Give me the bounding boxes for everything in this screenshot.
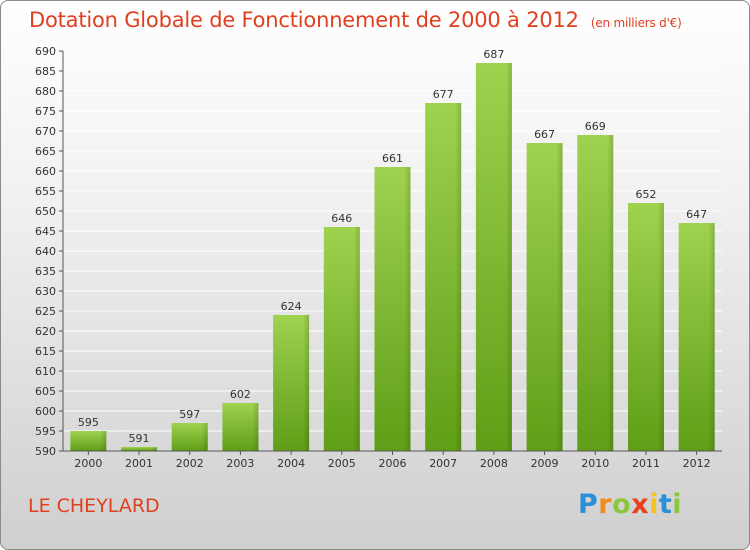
x-tick-label: 2001 — [125, 457, 153, 470]
y-tick-label: 660 — [35, 165, 56, 178]
bar-shade — [151, 447, 158, 451]
data-label: 652 — [635, 188, 656, 201]
bar-shade — [252, 403, 259, 451]
x-axis: 2000 2001 2002 2003 2004 2005 2006 2007 2008 2009… — [63, 450, 722, 470]
x-tick-label: 2007 — [429, 457, 457, 470]
logo-letter: x — [631, 489, 650, 520]
logo-letter: P — [578, 489, 599, 520]
y-tick-label: 625 — [35, 305, 56, 318]
bar-shade — [708, 223, 715, 451]
logo-letter: i — [649, 489, 659, 520]
data-label: 602 — [230, 388, 251, 401]
bars — [70, 63, 715, 451]
logo-letter: t — [658, 489, 673, 520]
x-tick-label: 2010 — [581, 457, 609, 470]
bar-shade — [100, 431, 107, 451]
bar-shade — [201, 423, 208, 451]
y-tick-label: 605 — [35, 385, 56, 398]
bar-shade — [607, 135, 614, 451]
data-label: 647 — [686, 208, 707, 221]
y-tick-label: 630 — [35, 285, 56, 298]
logo-letter: r — [598, 489, 613, 520]
x-tick-label: 2008 — [480, 457, 508, 470]
x-tick-label: 2012 — [683, 457, 711, 470]
proxiti-logo: Proxiti — [578, 489, 682, 520]
data-label: 661 — [382, 152, 403, 165]
y-tick-label: 610 — [35, 365, 56, 378]
bar-shade — [455, 103, 462, 451]
data-labels: 595 591 597 602 624 646 661 677 687 667 669 652 647 — [78, 48, 707, 445]
y-tick-label: 615 — [35, 345, 56, 358]
x-tick-label: 2006 — [379, 457, 407, 470]
bar-shade — [404, 167, 411, 451]
y-tick-label: 680 — [35, 85, 56, 98]
chart-title-text: Dotation Globale de Fonctionnement de 20… — [29, 8, 579, 32]
y-tick-label: 645 — [35, 225, 56, 238]
y-tick-label: 635 — [35, 265, 56, 278]
x-tick-label: 2005 — [328, 457, 356, 470]
y-tick-label: 655 — [35, 185, 56, 198]
bar-shade — [657, 203, 664, 451]
y-tick-label: 595 — [35, 425, 56, 438]
y-tick-label: 650 — [35, 205, 56, 218]
data-label: 595 — [78, 416, 99, 429]
data-label: 646 — [331, 212, 352, 225]
y-tick-label: 640 — [35, 245, 56, 258]
chart-title: Dotation Globale de Fonctionnement de 20… — [29, 8, 682, 32]
x-tick-label: 2011 — [632, 457, 660, 470]
y-tick-label: 665 — [35, 145, 56, 158]
y-tick-label: 620 — [35, 325, 56, 338]
data-label: 677 — [433, 88, 454, 101]
y-tick-label: 690 — [35, 45, 56, 58]
y-tick-label: 590 — [35, 445, 56, 458]
data-label: 687 — [483, 48, 504, 61]
bar-shade — [556, 143, 563, 451]
x-tick-label: 2003 — [226, 457, 254, 470]
data-label: 597 — [179, 408, 200, 421]
bar-shade — [505, 63, 512, 451]
logo-letter: o — [612, 489, 632, 520]
commune-name: LE CHEYLARD — [28, 495, 160, 517]
data-label: 624 — [281, 300, 302, 313]
bar-shade — [303, 315, 310, 451]
data-label: 667 — [534, 128, 555, 141]
y-tick-label: 675 — [35, 105, 56, 118]
bar — [70, 431, 107, 451]
data-label: 669 — [585, 120, 606, 133]
logo-letter: i — [672, 489, 683, 520]
y-tick-label: 670 — [35, 125, 56, 138]
chart-subtitle: (en milliers d'€) — [590, 16, 682, 30]
y-tick-label: 685 — [35, 65, 56, 78]
bar-shade — [353, 227, 360, 451]
x-tick-label: 2009 — [531, 457, 559, 470]
x-tick-label: 2002 — [176, 457, 204, 470]
data-label: 591 — [129, 432, 150, 445]
y-tick-label: 600 — [35, 405, 56, 418]
y-axis: 590 595 600 605 610 615 620 625 630 635 640 645 650 6… — [35, 45, 64, 458]
x-tick-label: 2000 — [74, 457, 102, 470]
x-tick-label: 2004 — [277, 457, 305, 470]
bar — [121, 447, 158, 451]
